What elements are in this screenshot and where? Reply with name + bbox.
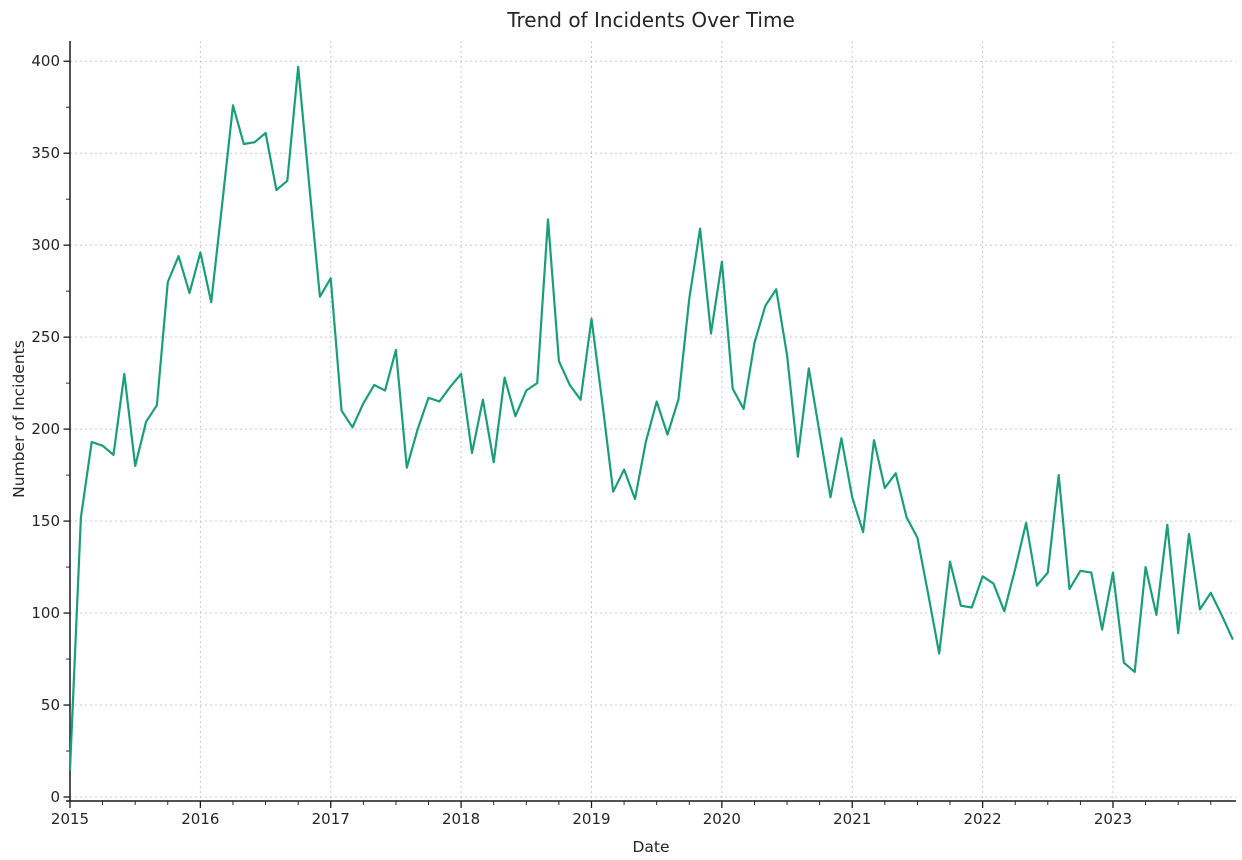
y-tick-label: 100 bbox=[31, 604, 60, 622]
x-tick-label: 2018 bbox=[442, 810, 480, 828]
y-tick-label: 400 bbox=[31, 52, 60, 70]
x-tick-label: 2021 bbox=[833, 810, 871, 828]
axes-and-ticks bbox=[63, 41, 1236, 808]
x-axis-label: Date bbox=[632, 838, 669, 856]
y-tick-label: 150 bbox=[31, 512, 60, 530]
x-tick-label: 2019 bbox=[572, 810, 610, 828]
y-tick-label: 200 bbox=[31, 420, 60, 438]
x-tick-label: 2015 bbox=[51, 810, 89, 828]
x-tick-label: 2022 bbox=[964, 810, 1002, 828]
y-tick-label: 350 bbox=[31, 144, 60, 162]
y-tick-label: 50 bbox=[41, 696, 60, 714]
x-tick-label: 2017 bbox=[312, 810, 350, 828]
tick-labels: 0 50 100 150 200 250 300 350 400 2015 2016 2017 2018… bbox=[31, 52, 1132, 828]
gridlines bbox=[69, 41, 1236, 801]
x-tick-label: 2023 bbox=[1094, 810, 1132, 828]
y-tick-label: 0 bbox=[50, 788, 60, 806]
y-tick-label: 250 bbox=[31, 328, 60, 346]
chart-title: Trend of Incidents Over Time bbox=[506, 8, 795, 32]
y-axis-label: Number of Incidents bbox=[10, 340, 28, 498]
y-tick-label: 300 bbox=[31, 236, 60, 254]
x-tick-label: 2016 bbox=[181, 810, 219, 828]
incidents-line-series bbox=[68, 65, 1234, 771]
x-tick-label: 2020 bbox=[703, 810, 741, 828]
